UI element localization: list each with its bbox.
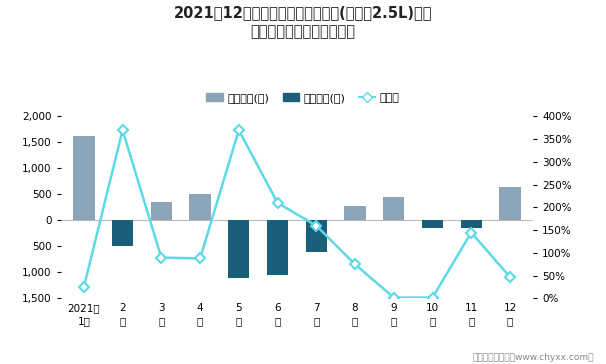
Bar xyxy=(112,221,133,246)
Bar xyxy=(267,221,288,275)
Bar xyxy=(73,136,95,221)
Bar xyxy=(344,206,365,221)
Bar xyxy=(461,221,482,228)
Bar xyxy=(422,221,443,228)
Bar xyxy=(151,202,172,221)
Text: 年库存情况及产销率统计图: 年库存情况及产销率统计图 xyxy=(250,24,356,39)
Bar xyxy=(305,221,327,252)
Bar xyxy=(228,221,250,278)
Bar xyxy=(383,197,404,221)
Bar xyxy=(190,194,211,221)
Legend: 积压库存(辆), 清仓库存(辆), 产销率: 积压库存(辆), 清仓库存(辆), 产销率 xyxy=(206,93,400,103)
Text: 制图：智研咨询（www.chyxx.com）: 制图：智研咨询（www.chyxx.com） xyxy=(473,353,594,362)
Bar xyxy=(499,187,521,221)
Text: 2021年12月阿特兹旗下最畅销轿车(阿特兹2.5L)近一: 2021年12月阿特兹旗下最畅销轿车(阿特兹2.5L)近一 xyxy=(174,5,432,20)
